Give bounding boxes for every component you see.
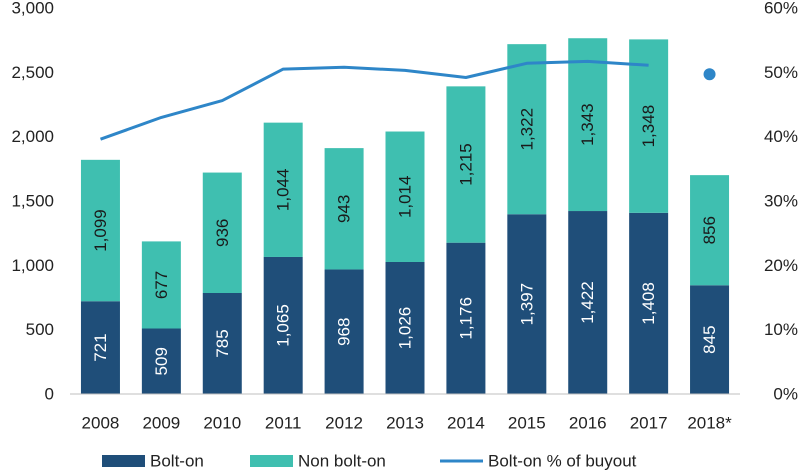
bolt-on-pct-line <box>99 59 649 141</box>
data-label: 1,422 <box>578 281 597 324</box>
legend-label: Bolt-on <box>150 452 204 471</box>
y-left-tick-label: 3,000 <box>11 0 54 18</box>
bar-bolt-on <box>263 256 303 394</box>
data-label: 721 <box>91 333 110 361</box>
x-tick-label: 2013 <box>386 414 424 433</box>
x-tick-label: 2017 <box>630 414 668 433</box>
data-label: 1,408 <box>639 282 658 325</box>
data-label: 1,176 <box>456 297 475 340</box>
data-label: 1,044 <box>274 169 293 212</box>
y-left-ticks: 0 500 1,000 1,500 2,000 2,500 3,000 <box>11 0 54 404</box>
y-right-tick-label: 0% <box>773 385 798 404</box>
y-left-tick-label: 1,000 <box>11 256 54 275</box>
bar-non-bolt-on <box>385 131 425 262</box>
x-tick-label: 2012 <box>325 414 363 433</box>
data-label: 509 <box>152 347 171 375</box>
y-right-tick-label: 60% <box>764 0 798 18</box>
bar-non-bolt-on <box>202 172 242 293</box>
x-tick-label: 2008 <box>82 414 120 433</box>
data-label: 1,099 <box>91 209 110 252</box>
y-left-tick-label: 0 <box>45 385 54 404</box>
data-label: 845 <box>700 325 719 353</box>
data-label: 1,215 <box>456 143 475 186</box>
data-label: 1,026 <box>396 307 415 350</box>
data-label: 1,322 <box>517 108 536 151</box>
bar-non-bolt-on <box>507 44 547 215</box>
bar-bolt-on <box>141 328 181 394</box>
y-right-tick-label: 30% <box>764 192 798 211</box>
bar-bolt-on <box>568 211 608 394</box>
bar-bolt-on <box>80 301 120 394</box>
x-tick-label: 2010 <box>203 414 241 433</box>
bar-non-bolt-on <box>141 241 181 329</box>
line-layer <box>99 59 716 141</box>
bar-bolt-on <box>324 269 364 394</box>
y-right-ticks: 0% 10% 20% 30% 40% 50% 60% <box>764 0 798 404</box>
data-label: 1,397 <box>517 283 536 326</box>
bar-non-bolt-on <box>568 38 608 212</box>
bar-bolt-on <box>202 292 242 394</box>
legend: Bolt-on Non bolt-on Bolt-on % of buyout <box>102 452 637 471</box>
bar-non-bolt-on <box>263 122 303 257</box>
bar-non-bolt-on <box>324 148 364 270</box>
bars-layer: 721 1,099 509 677 785 936 1,065 1,044 968 943 1,02… <box>80 38 730 394</box>
bar-bolt-on <box>690 285 730 394</box>
data-label: 936 <box>213 219 232 247</box>
bar-bolt-on <box>629 212 669 394</box>
legend-swatch-non-bolt-on <box>250 455 293 467</box>
bar-bolt-on <box>385 261 425 394</box>
data-label: 1,348 <box>639 105 658 148</box>
data-label: 968 <box>335 318 354 346</box>
bar-bolt-on <box>507 214 547 394</box>
y-right-tick-label: 40% <box>764 127 798 146</box>
x-tick-label: 2014 <box>447 414 485 433</box>
y-left-tick-label: 2,500 <box>11 63 54 82</box>
x-tick-label: 2011 <box>265 414 302 433</box>
y-right-tick-label: 20% <box>764 256 798 275</box>
legend-swatch-bolt-on <box>102 455 145 467</box>
data-label: 943 <box>335 195 354 223</box>
x-tick-label: 2016 <box>569 414 607 433</box>
bar-non-bolt-on <box>690 175 730 286</box>
data-label: 856 <box>700 216 719 244</box>
data-label: 677 <box>152 271 171 299</box>
legend-label: Bolt-on % of buyout <box>488 452 637 471</box>
x-tick-label: 2015 <box>508 414 546 433</box>
bolt-on-pct-marker <box>703 68 716 81</box>
data-label: 1,065 <box>274 304 293 347</box>
x-ticks: 2008 2009 2010 2011 2012 2013 2014 2015 2016 2017… <box>82 414 733 433</box>
x-tick-label: 2018* <box>687 414 732 433</box>
bar-bolt-on <box>446 242 486 394</box>
data-label: 1,343 <box>578 103 597 146</box>
bar-non-bolt-on <box>629 39 669 213</box>
y-left-tick-label: 2,000 <box>11 127 54 146</box>
x-tick-label: 2009 <box>142 414 180 433</box>
y-left-tick-label: 1,500 <box>11 192 54 211</box>
legend-label: Non bolt-on <box>298 452 386 471</box>
bar-non-bolt-on <box>80 159 120 302</box>
bar-non-bolt-on <box>446 86 486 243</box>
y-right-tick-label: 10% <box>764 320 798 339</box>
data-label: 1,014 <box>396 175 415 218</box>
y-right-tick-label: 50% <box>764 63 798 82</box>
y-left-tick-label: 500 <box>26 320 54 339</box>
data-label: 785 <box>213 329 232 357</box>
